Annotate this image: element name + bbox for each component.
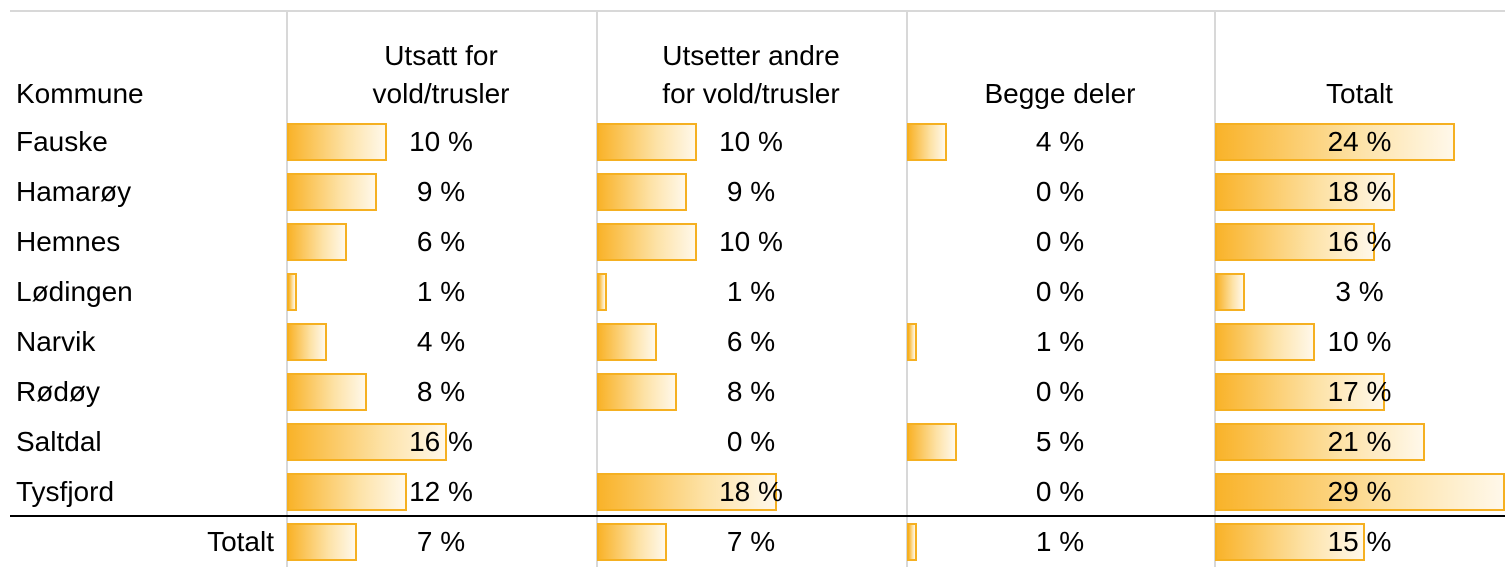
cell-value: 7 % xyxy=(416,526,466,557)
cell-value: 16 % xyxy=(1327,226,1392,257)
data-bar xyxy=(287,373,367,411)
cell-value: 18 % xyxy=(1327,176,1392,207)
cell-value: 0 % xyxy=(1035,226,1085,257)
data-bar xyxy=(1215,373,1385,411)
cell-value: 9 % xyxy=(726,176,776,207)
cell-value: 0 % xyxy=(726,426,776,457)
data-bar xyxy=(287,523,357,561)
data-bar xyxy=(597,173,687,211)
cell-value: 10 % xyxy=(409,126,473,157)
header-text: vold/trusler xyxy=(372,78,510,109)
cell-value: 18 % xyxy=(719,476,783,507)
cell-value: 10 % xyxy=(1327,326,1392,357)
cell-value: 15 % xyxy=(1327,526,1392,557)
row-name: Tysfjord xyxy=(16,476,115,507)
row-name: Fauske xyxy=(16,126,108,157)
data-bar xyxy=(907,123,947,161)
data-bar xyxy=(597,523,667,561)
cell-value: 8 % xyxy=(416,376,466,407)
data-bar xyxy=(1215,223,1375,261)
data-bar xyxy=(287,173,377,211)
cell-value: 8 % xyxy=(726,376,776,407)
data-bar xyxy=(287,473,407,511)
row-name: Totalt xyxy=(207,526,274,557)
cell-value: 9 % xyxy=(416,176,466,207)
row-name: Hamarøy xyxy=(16,176,132,207)
cell-value: 0 % xyxy=(1035,376,1085,407)
cell-value: 17 % xyxy=(1327,376,1392,407)
data-bar xyxy=(907,523,917,561)
header-text: Utsetter andre xyxy=(662,40,840,71)
cell-value: 0 % xyxy=(1035,276,1085,307)
data-bar xyxy=(597,223,697,261)
total-line xyxy=(10,515,1505,517)
data-bar xyxy=(287,323,327,361)
cell-value: 1 % xyxy=(1035,526,1085,557)
data-bar xyxy=(287,123,387,161)
data-bar xyxy=(1215,523,1365,561)
cell-value: 0 % xyxy=(1035,476,1085,507)
row-name: Rødøy xyxy=(16,376,100,407)
cell-value: 1 % xyxy=(1035,326,1085,357)
cell-value: 6 % xyxy=(416,226,466,257)
header-text: Kommune xyxy=(16,78,144,109)
cell-value: 5 % xyxy=(1035,426,1085,457)
data-bar xyxy=(1215,123,1455,161)
data-bar xyxy=(287,423,447,461)
data-bar xyxy=(1215,173,1395,211)
cell-value: 6 % xyxy=(726,326,776,357)
header-text: Begge deler xyxy=(984,78,1136,109)
column-line xyxy=(906,10,908,567)
header-text: for vold/trusler xyxy=(662,78,840,109)
header-text: Totalt xyxy=(1326,78,1393,109)
row-name: Saltdal xyxy=(16,426,102,457)
data-bar xyxy=(1215,423,1425,461)
row-name: Lødingen xyxy=(16,276,133,307)
cell-value: 7 % xyxy=(726,526,776,557)
cell-value: 4 % xyxy=(416,326,466,357)
data-bar xyxy=(597,373,677,411)
cell-value: 24 % xyxy=(1327,126,1392,157)
cell-value: 10 % xyxy=(719,226,783,257)
cell-value: 10 % xyxy=(719,126,783,157)
top-line xyxy=(10,10,1505,12)
cell-value: 1 % xyxy=(726,276,776,307)
cell-value: 0 % xyxy=(1035,176,1085,207)
data-bar xyxy=(1215,473,1505,511)
data-bar xyxy=(907,423,957,461)
row-name: Narvik xyxy=(16,326,96,357)
data-bar xyxy=(597,473,777,511)
cell-value: 21 % xyxy=(1327,426,1392,457)
cell-value: 16 % xyxy=(409,426,473,457)
data-bar xyxy=(597,123,697,161)
data-bar xyxy=(1215,323,1315,361)
data-bar xyxy=(287,223,347,261)
cell-value: 12 % xyxy=(409,476,473,507)
row-name: Hemnes xyxy=(16,226,121,257)
cell-value: 29 % xyxy=(1327,476,1392,507)
cell-value: 4 % xyxy=(1035,126,1085,157)
header-text: Utsatt for xyxy=(384,40,498,71)
data-bar xyxy=(597,273,607,311)
data-bar xyxy=(287,273,297,311)
cell-value: 3 % xyxy=(1335,276,1384,307)
data-bar xyxy=(597,323,657,361)
cell-value: 1 % xyxy=(416,276,466,307)
data-bar xyxy=(907,323,917,361)
data-bar xyxy=(1215,273,1245,311)
